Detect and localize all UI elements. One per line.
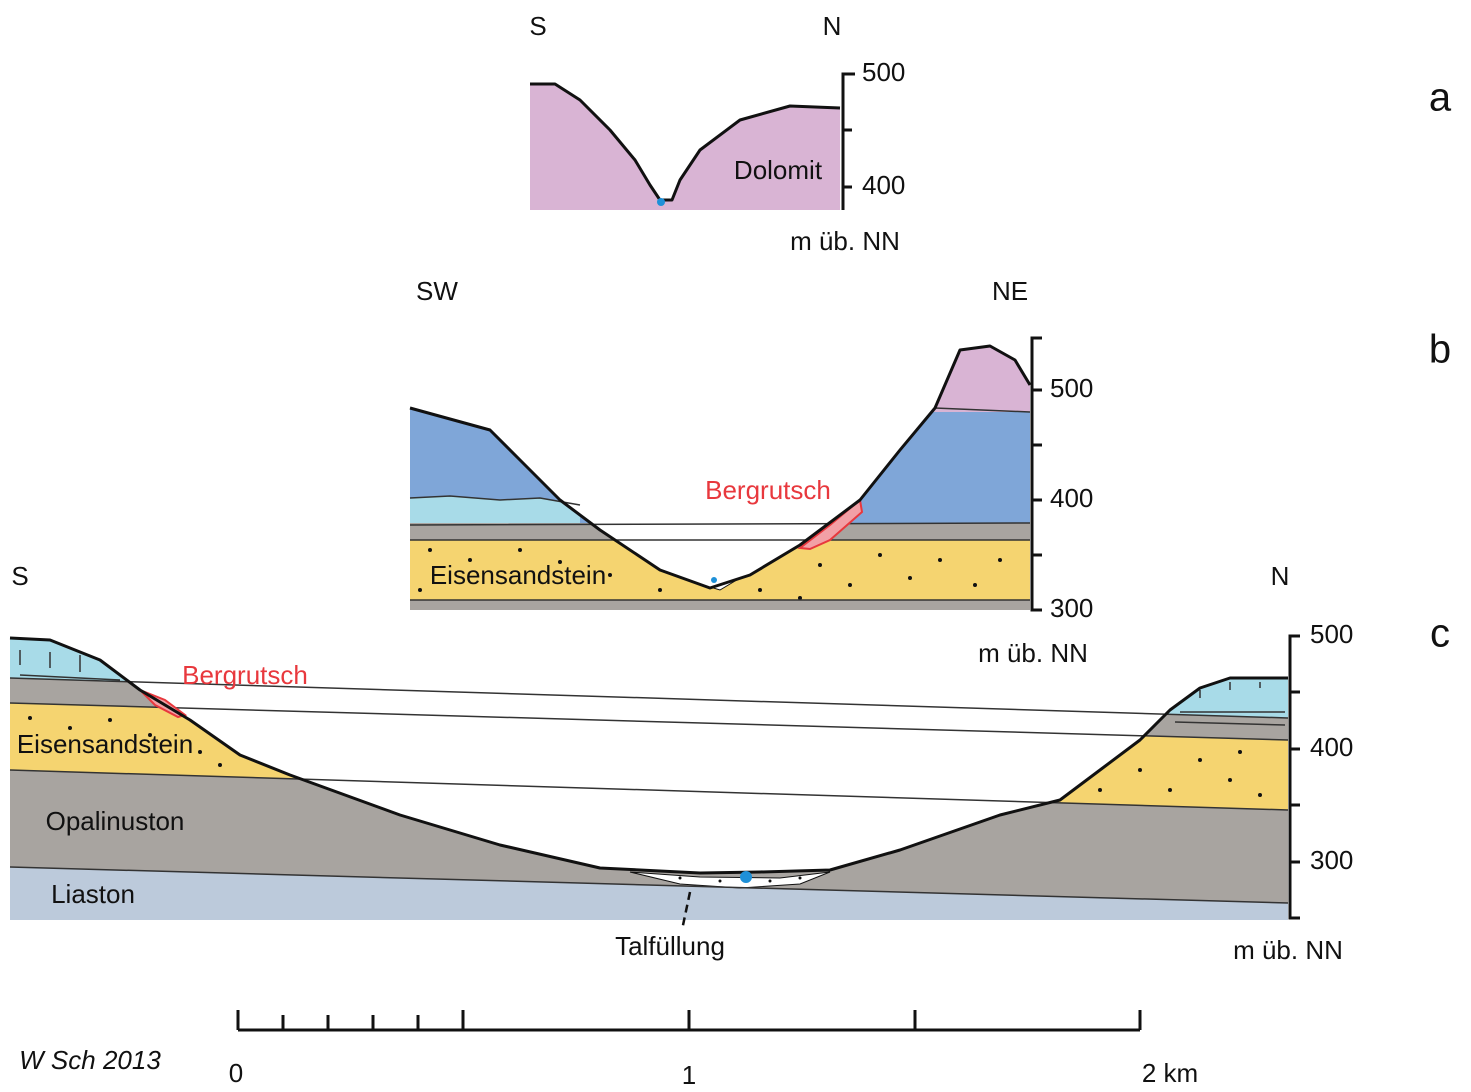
callout: Talfüllung [615,931,725,961]
credit: W Sch 2013 [19,1045,161,1075]
river [740,871,752,883]
tick-label: 400 [862,170,905,200]
panel-label: a [1429,76,1452,120]
direction: S [11,561,28,591]
axis [1288,634,1300,920]
axis [841,72,855,210]
tick-label: 500 [862,57,905,87]
layer-label: Liaston [51,879,135,909]
leader [680,891,692,931]
layer-label: Eisensandstein [430,560,606,590]
unit: m üb. NN [978,638,1088,668]
terrain [9,636,1288,875]
annotation: Bergrutsch [705,475,831,505]
tick-label: 400 [1050,483,1093,513]
direction: N [1271,561,1290,591]
unit: m üb. NN [1233,935,1343,965]
direction: N [823,11,842,41]
panel-c: S N 500 400 300 m üb. NN Bergrutsch Eise… [9,561,1450,965]
scale-label: 1 [682,1060,696,1090]
layer-label: Eisensandstein [17,729,193,759]
scale-label: 2 km [1142,1058,1198,1088]
scale-bar: 0 1 2 km [229,1010,1198,1090]
panel-a: S N 500 400 m üb. NN Dolomit a [529,11,1452,256]
panel-label: c [1430,612,1450,656]
unit: m üb. NN [790,226,900,256]
layer-label: Dolomit [734,155,823,185]
direction: S [529,11,546,41]
annotation: Bergrutsch [182,660,308,690]
direction: NE [992,276,1028,306]
axis [1030,336,1042,612]
direction: SW [416,276,458,306]
landslide [797,498,864,551]
river [657,198,665,206]
terrain [409,344,1032,590]
tick-label: 300 [1050,593,1093,623]
panel-b: SW NE 500 400 300 m üb. NN Bergrutsch Ei… [409,276,1451,668]
river [711,577,717,583]
tick-label: 400 [1310,732,1353,762]
dolomit-layer [530,84,840,210]
panel-label: b [1429,328,1451,372]
tick-label: 500 [1310,619,1353,649]
layer-label: Opalinuston [46,806,185,836]
tick-label: 300 [1310,845,1353,875]
scale-label: 0 [229,1058,243,1088]
tick-label: 500 [1050,373,1093,403]
